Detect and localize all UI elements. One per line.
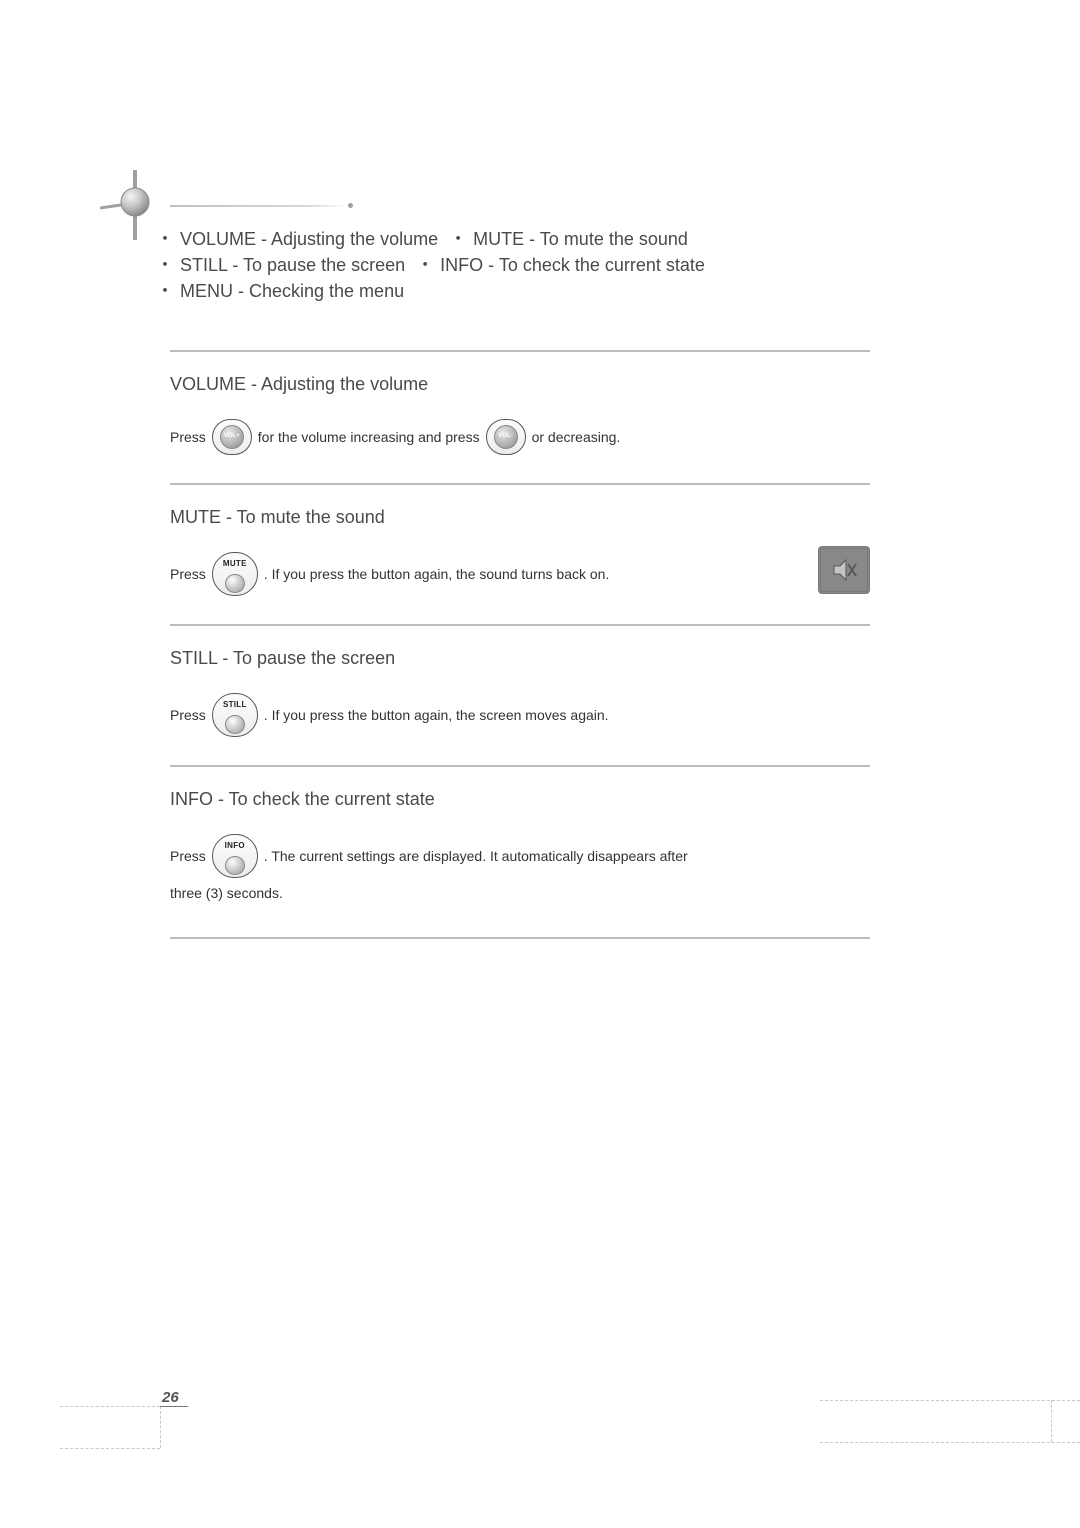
page-number-ornament: 26 xyxy=(60,1386,260,1458)
header-divider-dot xyxy=(348,203,353,208)
section-volume: VOLUME - Adjusting the volume Press VOL+… xyxy=(170,350,870,483)
section-title: INFO - To check the current state xyxy=(170,789,870,810)
press-label: Press xyxy=(170,559,206,590)
header-topic-list: ・VOLUME - Adjusting the volume ・MUTE - T… xyxy=(150,226,705,304)
section-title: STILL - To pause the screen xyxy=(170,648,870,669)
header-item: STILL - To pause the screen xyxy=(180,255,405,275)
vol-minus-button-icon: VOL- xyxy=(486,419,526,455)
body-text: . If you press the button again, the sou… xyxy=(264,559,610,590)
section-title: VOLUME - Adjusting the volume xyxy=(170,374,870,395)
body-text: . The current settings are displayed. It… xyxy=(264,841,688,872)
section-body: Press STILL . If you press the button ag… xyxy=(170,693,870,737)
vol-plus-button-icon: VOL+ xyxy=(212,419,252,455)
header-divider-line xyxy=(170,205,345,207)
press-label: Press xyxy=(170,700,206,731)
mute-button-icon: MUTE xyxy=(212,552,258,596)
body-text: . If you press the button again, the scr… xyxy=(264,700,609,731)
header-item: MUTE - To mute the sound xyxy=(473,229,688,249)
header-item: INFO - To check the current state xyxy=(440,255,705,275)
info-button-icon: INFO xyxy=(212,834,258,878)
mute-osd-icon xyxy=(818,546,870,594)
section-mute: MUTE - To mute the sound Press MUTE . If… xyxy=(170,483,870,624)
body-text: for the volume increasing and press xyxy=(258,422,480,453)
section-info: INFO - To check the current state Press … xyxy=(170,765,870,939)
page-content: ・VOLUME - Adjusting the volume ・MUTE - T… xyxy=(100,170,980,939)
footer-ornament xyxy=(820,1390,1080,1450)
sections-container: VOLUME - Adjusting the volume Press VOL+… xyxy=(170,350,870,939)
press-label: Press xyxy=(170,841,206,872)
body-text: three (3) seconds. xyxy=(170,878,870,909)
section-title: MUTE - To mute the sound xyxy=(170,507,870,528)
section-still: STILL - To pause the screen Press STILL … xyxy=(170,624,870,765)
body-text: or decreasing. xyxy=(532,422,621,453)
press-label: Press xyxy=(170,422,206,453)
section-body: Press MUTE . If you press the button aga… xyxy=(170,552,870,596)
still-button-icon: STILL xyxy=(212,693,258,737)
section-body: Press INFO . The current settings are di… xyxy=(170,834,870,909)
section-body: Press VOL+ for the volume increasing and… xyxy=(170,419,870,455)
header-item: MENU - Checking the menu xyxy=(180,281,404,301)
header-item: VOLUME - Adjusting the volume xyxy=(180,229,438,249)
